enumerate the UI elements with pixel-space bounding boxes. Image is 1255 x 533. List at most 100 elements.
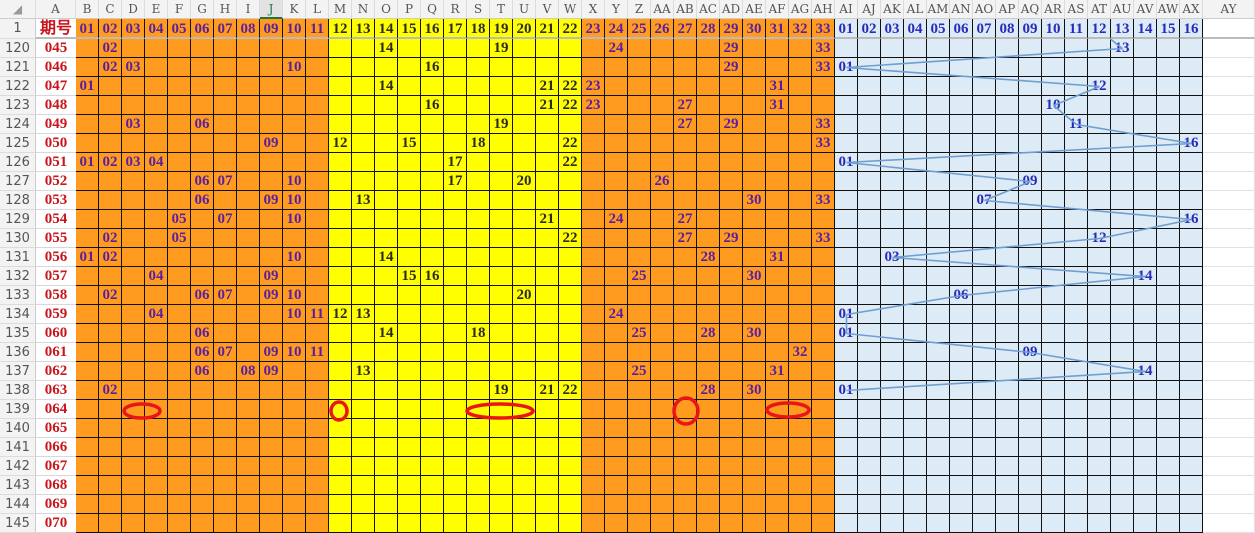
- grid-cell[interactable]: [375, 229, 398, 248]
- grid-cell[interactable]: [1157, 58, 1180, 77]
- grid-cell[interactable]: [720, 134, 743, 153]
- grid-cell[interactable]: [697, 172, 720, 191]
- grid-cell[interactable]: [76, 134, 99, 153]
- column-header-aj[interactable]: AJ: [858, 0, 881, 19]
- grid-cell[interactable]: [858, 267, 881, 286]
- grid-cell[interactable]: [1157, 476, 1180, 495]
- grid-cell[interactable]: [559, 286, 582, 305]
- grid-cell[interactable]: [444, 248, 467, 267]
- grid-cell[interactable]: [973, 438, 996, 457]
- grid-cell[interactable]: [536, 58, 559, 77]
- grid-cell[interactable]: [950, 400, 973, 419]
- grid-cell[interactable]: [191, 58, 214, 77]
- red-ball-cell[interactable]: 07: [214, 210, 237, 229]
- grid-cell[interactable]: [421, 286, 444, 305]
- grid-cell[interactable]: [996, 362, 1019, 381]
- grid-cell[interactable]: [513, 210, 536, 229]
- grid-cell[interactable]: [766, 172, 789, 191]
- grid-cell[interactable]: [1180, 324, 1203, 343]
- grid-cell[interactable]: [1065, 305, 1088, 324]
- grid-cell[interactable]: [467, 343, 490, 362]
- grid-cell[interactable]: [651, 495, 674, 514]
- grid-cell[interactable]: [582, 172, 605, 191]
- grid-cell[interactable]: [145, 514, 168, 533]
- grid-cell[interactable]: [76, 96, 99, 115]
- grid-cell[interactable]: [973, 77, 996, 96]
- red-ball-cell[interactable]: 18: [467, 324, 490, 343]
- grid-cell[interactable]: [352, 267, 375, 286]
- red-ball-cell[interactable]: 03: [122, 115, 145, 134]
- grid-cell[interactable]: [1088, 438, 1111, 457]
- grid-cell[interactable]: [720, 210, 743, 229]
- blue-number-header[interactable]: 09: [1019, 19, 1042, 39]
- grid-cell[interactable]: [306, 381, 329, 400]
- grid-cell[interactable]: [1111, 514, 1134, 533]
- grid-cell[interactable]: [536, 362, 559, 381]
- grid-cell[interactable]: [927, 115, 950, 134]
- grid-cell[interactable]: [306, 115, 329, 134]
- grid-cell[interactable]: [214, 96, 237, 115]
- grid-cell[interactable]: [743, 172, 766, 191]
- grid-cell[interactable]: [996, 305, 1019, 324]
- grid-cell[interactable]: [605, 419, 628, 438]
- grid-cell[interactable]: [904, 381, 927, 400]
- grid-cell[interactable]: [375, 438, 398, 457]
- grid-cell[interactable]: [467, 39, 490, 58]
- grid-cell[interactable]: [996, 153, 1019, 172]
- grid-cell[interactable]: [1134, 58, 1157, 77]
- grid-cell[interactable]: [306, 324, 329, 343]
- grid-cell[interactable]: [444, 286, 467, 305]
- grid-cell[interactable]: [122, 305, 145, 324]
- grid-cell[interactable]: [812, 514, 835, 533]
- grid-cell[interactable]: [697, 286, 720, 305]
- grid-cell[interactable]: [444, 210, 467, 229]
- grid-cell[interactable]: [881, 286, 904, 305]
- grid-cell[interactable]: [306, 153, 329, 172]
- grid-cell[interactable]: [674, 248, 697, 267]
- red-ball-cell[interactable]: 30: [743, 191, 766, 210]
- grid-cell[interactable]: [628, 381, 651, 400]
- column-header-ai[interactable]: AI: [835, 0, 858, 19]
- blue-number-header[interactable]: 06: [950, 19, 973, 39]
- grid-cell[interactable]: [214, 362, 237, 381]
- grid-cell[interactable]: [1134, 210, 1157, 229]
- grid-cell[interactable]: [881, 305, 904, 324]
- grid-cell[interactable]: [605, 381, 628, 400]
- grid-cell[interactable]: [858, 286, 881, 305]
- grid-cell[interactable]: [628, 58, 651, 77]
- grid-cell[interactable]: [375, 457, 398, 476]
- blue-ball-cell[interactable]: 06: [950, 286, 973, 305]
- grid-cell[interactable]: [950, 362, 973, 381]
- grid-cell[interactable]: [1111, 191, 1134, 210]
- grid-cell[interactable]: [76, 476, 99, 495]
- grid-cell[interactable]: [743, 39, 766, 58]
- column-header-ao[interactable]: AO: [973, 0, 996, 19]
- grid-cell[interactable]: [1134, 476, 1157, 495]
- red-ball-cell[interactable]: 06: [191, 286, 214, 305]
- grid-cell[interactable]: [375, 267, 398, 286]
- red-number-header[interactable]: 33: [812, 19, 835, 39]
- grid-cell[interactable]: [306, 457, 329, 476]
- empty-cell[interactable]: [1203, 39, 1255, 58]
- grid-cell[interactable]: [628, 514, 651, 533]
- grid-cell[interactable]: [1180, 381, 1203, 400]
- grid-cell[interactable]: [1134, 172, 1157, 191]
- period-cell[interactable]: 053: [36, 191, 76, 210]
- blue-number-header[interactable]: 11: [1065, 19, 1088, 39]
- grid-cell[interactable]: [720, 191, 743, 210]
- red-ball-cell[interactable]: 07: [214, 286, 237, 305]
- column-header-g[interactable]: G: [191, 0, 214, 19]
- grid-cell[interactable]: [812, 324, 835, 343]
- grid-cell[interactable]: [260, 476, 283, 495]
- grid-cell[interactable]: [996, 286, 1019, 305]
- column-header-ac[interactable]: AC: [697, 0, 720, 19]
- red-ball-cell[interactable]: 25: [628, 267, 651, 286]
- grid-cell[interactable]: [99, 324, 122, 343]
- red-ball-cell[interactable]: 10: [283, 305, 306, 324]
- grid-cell[interactable]: [214, 495, 237, 514]
- grid-cell[interactable]: [1180, 305, 1203, 324]
- grid-cell[interactable]: [766, 495, 789, 514]
- grid-cell[interactable]: [858, 400, 881, 419]
- grid-cell[interactable]: [973, 476, 996, 495]
- row-header[interactable]: 124: [0, 115, 36, 134]
